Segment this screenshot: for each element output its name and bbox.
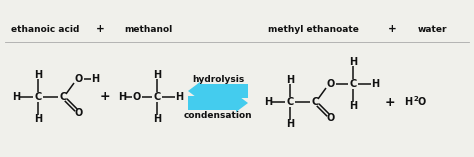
Text: H: H xyxy=(286,75,294,85)
Text: O: O xyxy=(418,97,426,107)
FancyArrow shape xyxy=(188,94,248,112)
Text: +: + xyxy=(96,24,104,34)
Text: C: C xyxy=(311,97,319,107)
Text: water: water xyxy=(417,24,447,33)
Text: H: H xyxy=(349,101,357,111)
Text: H: H xyxy=(12,92,20,102)
Text: O: O xyxy=(75,108,83,118)
Text: C: C xyxy=(154,92,161,102)
Text: methyl ethanoate: methyl ethanoate xyxy=(267,24,358,33)
Text: O: O xyxy=(75,74,83,84)
Text: 2: 2 xyxy=(414,96,419,102)
Text: H: H xyxy=(175,92,183,102)
Text: H: H xyxy=(34,70,42,80)
Text: H: H xyxy=(371,79,379,89)
Text: O: O xyxy=(133,92,141,102)
Text: H: H xyxy=(153,70,161,80)
Text: H: H xyxy=(91,74,99,84)
Text: H: H xyxy=(153,114,161,124)
Text: C: C xyxy=(59,92,67,102)
Text: H: H xyxy=(286,119,294,129)
Text: C: C xyxy=(349,79,356,89)
Text: +: + xyxy=(388,24,396,34)
Text: C: C xyxy=(286,97,293,107)
Text: H: H xyxy=(349,57,357,67)
Text: methanol: methanol xyxy=(124,24,172,33)
Text: C: C xyxy=(35,92,42,102)
Text: H: H xyxy=(34,114,42,124)
Text: H: H xyxy=(404,97,412,107)
Text: ethanoic acid: ethanoic acid xyxy=(11,24,79,33)
Text: +: + xyxy=(100,90,110,103)
Text: hydrolysis: hydrolysis xyxy=(192,75,244,84)
Text: +: + xyxy=(385,95,395,108)
Text: H: H xyxy=(118,92,126,102)
FancyArrow shape xyxy=(188,82,248,100)
Text: H: H xyxy=(264,97,272,107)
Text: O: O xyxy=(327,113,335,123)
Text: O: O xyxy=(327,79,335,89)
Text: condensation: condensation xyxy=(184,111,252,119)
